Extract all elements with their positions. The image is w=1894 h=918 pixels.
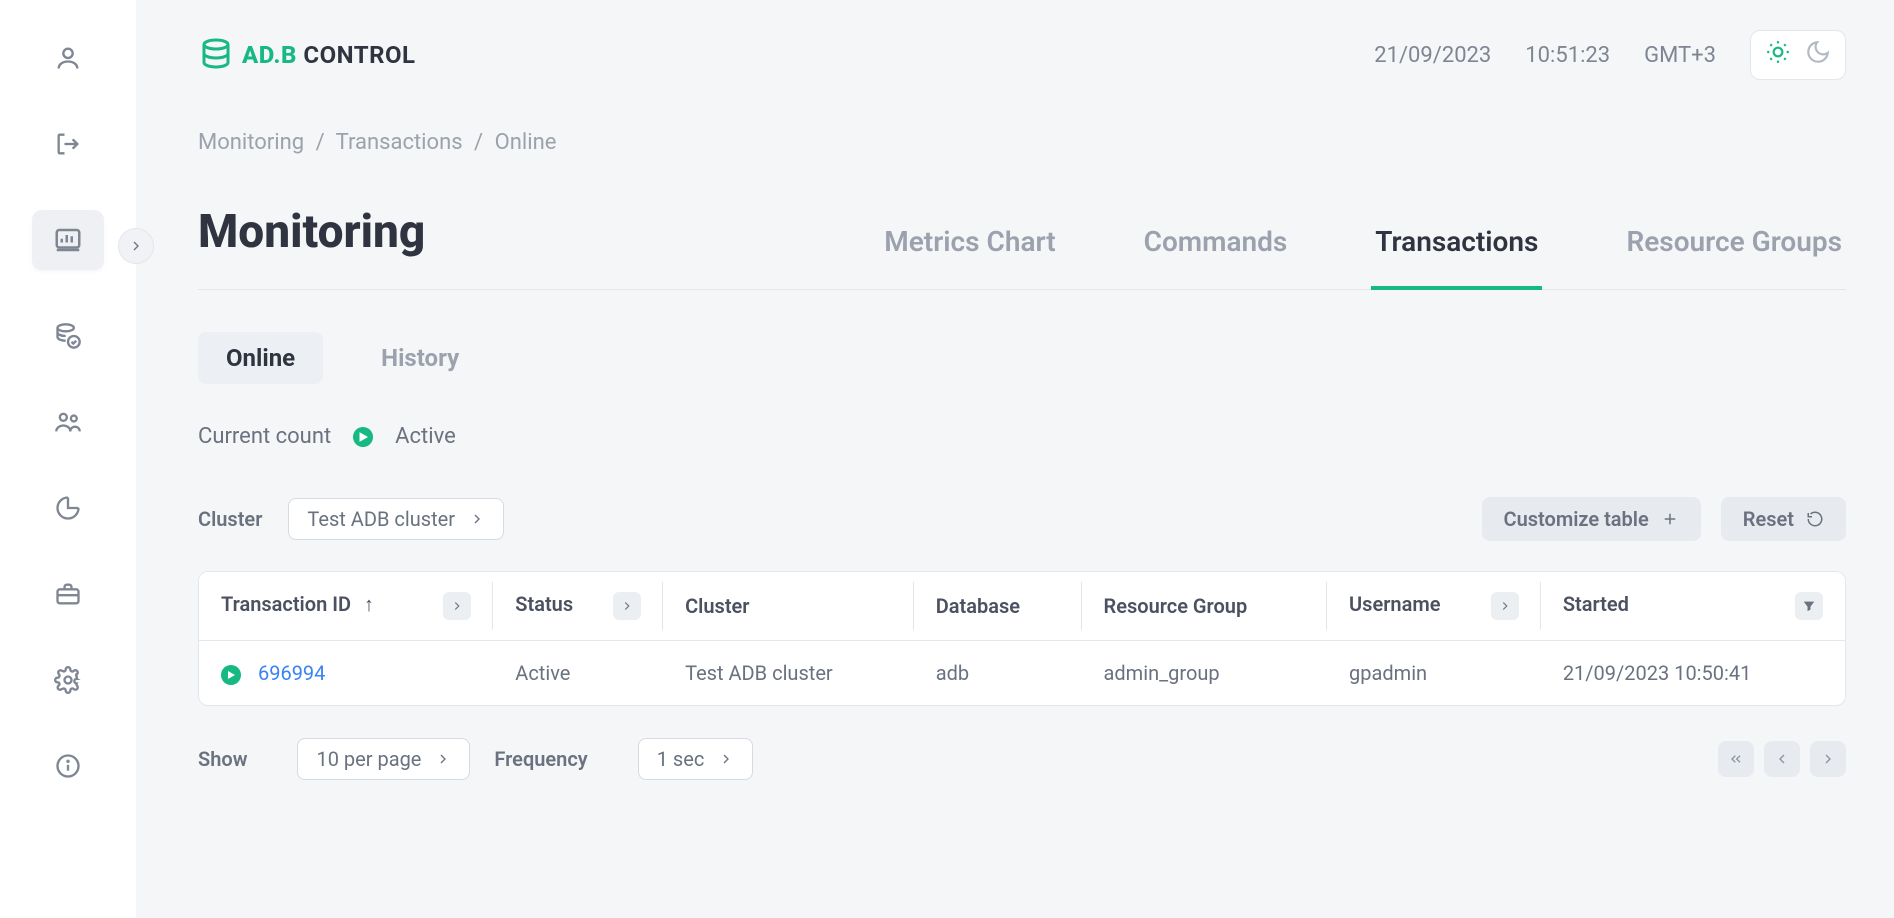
breadcrumb-sep: /: [316, 130, 325, 155]
per-page-value: 10 per page: [316, 747, 421, 771]
th-label: Transaction ID: [221, 592, 351, 616]
th-started[interactable]: Started: [1541, 572, 1845, 641]
th-database[interactable]: Database: [914, 572, 1082, 641]
breadcrumb: Monitoring / Transactions / Online: [198, 130, 1846, 155]
theme-toggle[interactable]: [1750, 30, 1846, 80]
table-row[interactable]: 696994 Active Test ADB cluster adb admin…: [199, 641, 1845, 706]
current-count-label: Current count: [198, 424, 331, 449]
customize-table-button[interactable]: Customize table: [1482, 497, 1701, 541]
th-resource-group[interactable]: Resource Group: [1082, 572, 1328, 641]
count-row: Current count Active: [198, 424, 1846, 449]
frequency-label: Frequency: [494, 747, 587, 771]
cell-started: 21/09/2023 10:50:41: [1541, 641, 1845, 706]
cluster-value: Test ADB cluster: [307, 507, 455, 531]
cell-username: gpadmin: [1327, 641, 1541, 706]
briefcase-icon[interactable]: [48, 574, 88, 614]
tab-resource-groups[interactable]: Resource Groups: [1622, 225, 1846, 289]
filter-icon[interactable]: [1795, 592, 1823, 620]
moon-icon[interactable]: [1805, 39, 1831, 71]
cell-cluster: Test ADB cluster: [663, 641, 914, 706]
user-icon[interactable]: [48, 38, 88, 78]
db-logo-icon: [198, 37, 234, 73]
sidebar-item-monitoring[interactable]: [32, 210, 104, 270]
sub-tab-online[interactable]: Online: [198, 332, 323, 384]
refresh-icon: [1806, 510, 1824, 528]
row-status-icon: [221, 665, 241, 685]
status-text: Active: [395, 424, 456, 449]
header-tz: GMT+3: [1644, 43, 1716, 68]
sub-tab-history[interactable]: History: [353, 332, 487, 384]
pager-next[interactable]: [1810, 741, 1846, 777]
th-label: Started: [1563, 592, 1629, 616]
logo-control-text: CONTROL: [303, 41, 415, 69]
chevron-right-icon: [469, 511, 485, 527]
main-content: AD.B CONTROL 21/09/2023 10:51:23 GMT+3: [136, 0, 1894, 918]
cluster-label: Cluster: [198, 507, 262, 531]
header: AD.B CONTROL 21/09/2023 10:51:23 GMT+3: [198, 30, 1846, 80]
cell-resource-group: admin_group: [1082, 641, 1328, 706]
chevron-right-icon: [435, 751, 451, 767]
filter-row: Cluster Test ADB cluster Customize table…: [198, 497, 1846, 541]
pager-prev[interactable]: [1764, 741, 1800, 777]
tab-commands[interactable]: Commands: [1140, 225, 1292, 289]
table-footer: Show 10 per page Frequency 1 sec: [198, 738, 1846, 780]
tab-transactions[interactable]: Transactions: [1371, 225, 1542, 290]
breadcrumb-monitoring[interactable]: Monitoring: [198, 130, 304, 155]
chevron-right-icon: [718, 751, 734, 767]
frequency-select[interactable]: 1 sec: [638, 738, 754, 780]
sun-icon[interactable]: [1765, 39, 1791, 71]
tab-metrics-chart[interactable]: Metrics Chart: [880, 225, 1059, 289]
settings-icon[interactable]: [48, 660, 88, 700]
per-page-select[interactable]: 10 per page: [297, 738, 470, 780]
transaction-id-link[interactable]: 696994: [258, 661, 325, 685]
app-root: AD.B CONTROL 21/09/2023 10:51:23 GMT+3: [0, 0, 1894, 918]
breadcrumb-sep: /: [474, 130, 483, 155]
breadcrumb-transactions[interactable]: Transactions: [336, 130, 463, 155]
sub-tabs: Online History: [198, 332, 1846, 384]
reset-label: Reset: [1743, 507, 1794, 531]
cell-database: adb: [914, 641, 1082, 706]
logo: AD.B CONTROL: [198, 37, 416, 73]
database-check-icon[interactable]: [48, 316, 88, 356]
breadcrumb-online: Online: [495, 130, 557, 155]
th-expand-icon[interactable]: [613, 592, 641, 620]
cluster-select[interactable]: Test ADB cluster: [288, 498, 504, 540]
customize-label: Customize table: [1504, 507, 1649, 531]
th-cluster[interactable]: Cluster: [663, 572, 914, 641]
header-right: 21/09/2023 10:51:23 GMT+3: [1374, 30, 1846, 80]
cell-status: Active: [493, 641, 663, 706]
users-icon[interactable]: [48, 402, 88, 442]
th-transaction-id[interactable]: Transaction ID ↑: [199, 572, 493, 641]
logo-adb-text: AD.B: [242, 41, 297, 69]
header-date: 21/09/2023: [1374, 43, 1491, 68]
th-label: Username: [1349, 592, 1440, 616]
status-dot-icon: [353, 427, 373, 447]
th-username[interactable]: Username: [1327, 572, 1541, 641]
header-time: 10:51:23: [1525, 43, 1610, 68]
frequency-value: 1 sec: [657, 747, 705, 771]
page-title: Monitoring: [198, 205, 425, 289]
main-tabs: Metrics Chart Commands Transactions Reso…: [880, 225, 1846, 289]
th-expand-icon[interactable]: [1491, 592, 1519, 620]
table-header-row: Transaction ID ↑ Status Clu: [199, 572, 1845, 641]
sidebar: [0, 0, 136, 918]
pager-first[interactable]: [1718, 741, 1754, 777]
title-row: Monitoring Metrics Chart Commands Transa…: [198, 205, 1846, 290]
pager: [1718, 741, 1846, 777]
transactions-table: Transaction ID ↑ Status Clu: [198, 571, 1846, 706]
logout-icon[interactable]: [48, 124, 88, 164]
sidebar-expand-button[interactable]: [118, 228, 154, 264]
show-label: Show: [198, 747, 247, 771]
table-actions: Customize table Reset: [1482, 497, 1846, 541]
th-status[interactable]: Status: [493, 572, 663, 641]
pie-chart-icon[interactable]: [48, 488, 88, 528]
info-icon[interactable]: [48, 746, 88, 786]
th-expand-icon[interactable]: [443, 592, 471, 620]
plus-icon: [1661, 510, 1679, 528]
reset-button[interactable]: Reset: [1721, 497, 1846, 541]
sort-asc-icon: ↑: [364, 592, 374, 616]
th-label: Status: [515, 592, 573, 616]
